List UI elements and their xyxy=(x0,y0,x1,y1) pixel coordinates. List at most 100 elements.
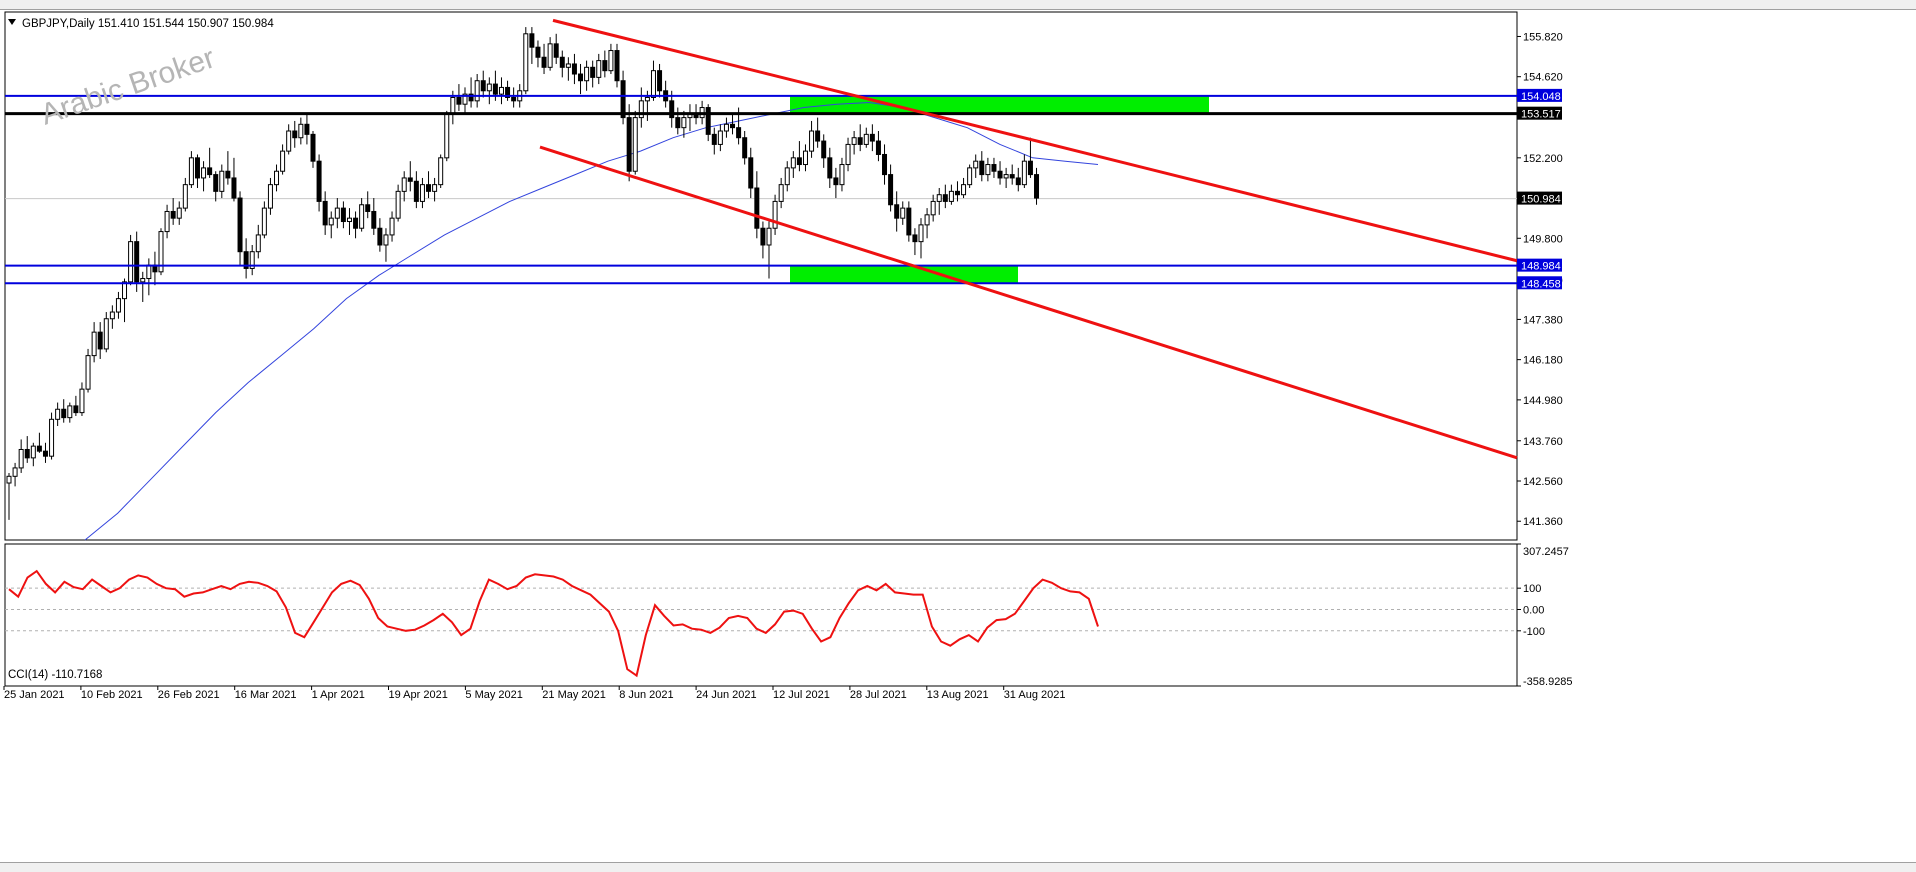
candle-body xyxy=(359,204,365,229)
candle-body xyxy=(377,227,383,246)
candle-body xyxy=(541,56,547,68)
candle-body xyxy=(772,200,778,229)
candle-body xyxy=(888,174,894,206)
level-tag xyxy=(1517,88,1562,102)
price-tick-label: 154.620 xyxy=(1523,72,1563,84)
candle-body xyxy=(146,264,152,280)
candle-body xyxy=(328,217,334,226)
candle-body xyxy=(340,207,346,223)
candle-body xyxy=(979,160,985,176)
cci-panel-frame xyxy=(4,543,1518,687)
candle-body xyxy=(85,355,91,390)
candle-body xyxy=(1021,160,1027,186)
candle-body xyxy=(851,137,857,145)
candle-body xyxy=(182,184,188,209)
candle-body xyxy=(821,140,827,159)
candle-body xyxy=(717,130,723,145)
candle-body xyxy=(389,217,395,236)
price-tick-label: 152.200 xyxy=(1523,153,1563,165)
candle-body xyxy=(1003,174,1009,179)
channel-line xyxy=(552,18,1518,263)
candle-body xyxy=(553,43,559,58)
candle-body xyxy=(669,100,675,119)
date-tick-label: 19 Apr 2021 xyxy=(389,689,448,701)
candle-body xyxy=(578,73,584,82)
candle-body xyxy=(249,251,255,269)
level-tag-label: 154.048 xyxy=(1521,91,1561,103)
candle-body xyxy=(134,241,140,283)
candle-body xyxy=(42,450,48,457)
zone-rect xyxy=(790,95,1209,114)
candle-body xyxy=(565,63,571,68)
candle-body xyxy=(170,210,176,219)
candle-body xyxy=(936,194,942,202)
candle-body xyxy=(529,33,535,48)
candle-body xyxy=(882,153,888,176)
cci-tick-label: 307.2457 xyxy=(1523,546,1569,558)
candle-body xyxy=(413,180,419,202)
candle-body xyxy=(55,408,61,420)
candle-body xyxy=(918,224,924,243)
candle-body xyxy=(255,234,261,253)
candle-body xyxy=(316,160,322,202)
candle-body xyxy=(213,174,219,192)
candle-body xyxy=(30,445,36,459)
candle-body xyxy=(857,137,863,145)
candle-body xyxy=(401,177,407,192)
candle-body xyxy=(590,66,596,78)
date-tick-label: 31 Aug 2021 xyxy=(1004,689,1066,701)
candle-body xyxy=(18,448,24,469)
candle-body xyxy=(286,130,292,152)
candle-body xyxy=(383,234,389,246)
candle-body xyxy=(371,210,377,229)
candle-body xyxy=(620,80,626,119)
price-tick-label: 155.820 xyxy=(1523,31,1563,43)
dropdown-triangle-icon[interactable] xyxy=(8,19,16,25)
candle-body xyxy=(97,331,103,350)
level-tag-label: 148.984 xyxy=(1521,261,1561,273)
candle-body xyxy=(766,227,772,246)
candle-body xyxy=(128,241,134,283)
date-tick-label: 24 Jun 2021 xyxy=(696,689,757,701)
candle-body xyxy=(863,133,869,145)
candle-body xyxy=(912,234,918,243)
candle-body xyxy=(796,157,802,166)
candle-body xyxy=(456,96,462,105)
candle-body xyxy=(748,157,754,189)
candle-body xyxy=(474,80,480,102)
candle-body xyxy=(115,298,121,313)
candle-body xyxy=(942,194,948,202)
candle-body xyxy=(61,408,67,419)
candle-body xyxy=(1015,177,1021,186)
price-tick-label: 141.360 xyxy=(1523,516,1563,528)
candle-body xyxy=(736,127,742,139)
candle-body xyxy=(280,150,286,172)
current-price-tag xyxy=(1517,191,1562,205)
candle-body xyxy=(109,311,115,320)
date-tick-label: 26 Feb 2021 xyxy=(158,689,220,701)
cci-tick-label: -358.9285 xyxy=(1523,676,1573,688)
candle-body xyxy=(535,46,541,58)
candle-body xyxy=(261,207,267,236)
candle-body xyxy=(638,100,644,119)
candle-body xyxy=(1009,174,1015,179)
candle-body xyxy=(365,204,371,212)
candle-body xyxy=(298,123,304,139)
candle-body xyxy=(869,133,875,142)
candle-body xyxy=(505,86,511,98)
price-tick-label: 143.760 xyxy=(1523,436,1563,448)
candle-body xyxy=(924,214,930,226)
candle-body xyxy=(444,113,450,159)
candle-body xyxy=(304,123,310,135)
candle-body xyxy=(322,200,328,226)
candle-body xyxy=(219,170,225,192)
candle-body xyxy=(657,70,663,92)
candle-body xyxy=(948,190,954,202)
candle-body xyxy=(809,130,815,152)
candle-body xyxy=(845,143,851,166)
candle-body xyxy=(997,170,1003,179)
candle-body xyxy=(12,467,18,477)
candle-body xyxy=(802,150,808,166)
candle-body xyxy=(49,418,55,457)
